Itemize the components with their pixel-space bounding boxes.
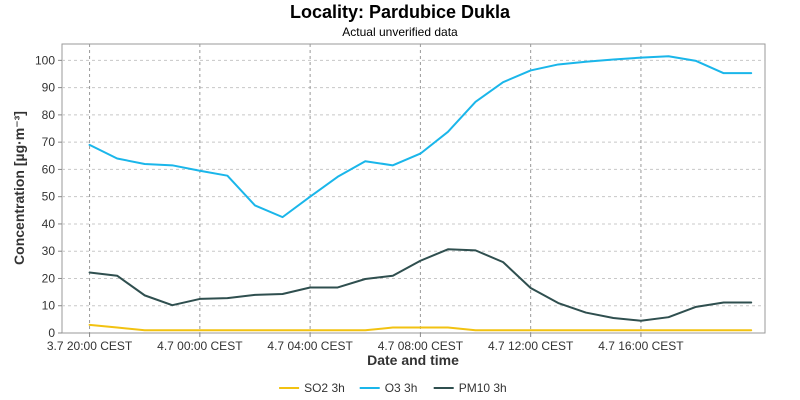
y-tick-label: 50 bbox=[42, 190, 56, 204]
y-axis-ticks: 0 10 20 30 40 50 60 70 80 90 100 bbox=[35, 53, 62, 340]
data-series bbox=[88, 55, 753, 332]
y-tick-label: 90 bbox=[42, 81, 56, 95]
legend-label-pm10-3h: PM10 3h bbox=[459, 381, 507, 395]
x-axis-label: Date and time bbox=[367, 352, 459, 368]
y-tick-label: 20 bbox=[42, 271, 56, 285]
x-axis-ticks: 3.7 20:00 CEST 4.7 00:00 CEST 4.7 04:00 CE… bbox=[47, 333, 684, 353]
x-tick-label: 4.7 04:00 CEST bbox=[267, 339, 353, 353]
plot-area bbox=[61, 43, 766, 334]
y-tick-label: 30 bbox=[42, 244, 56, 258]
y-tick-label: 10 bbox=[42, 299, 56, 313]
legend: SO2 3h O3 3h PM10 3h bbox=[279, 381, 507, 395]
x-tick-label: 4.7 08:00 CEST bbox=[378, 339, 464, 353]
series-line-pm10-3h bbox=[88, 248, 753, 322]
chart-title: Locality: Pardubice Dukla bbox=[290, 2, 511, 22]
legend-label-o3-3h: O3 3h bbox=[385, 381, 418, 395]
x-tick-label: 3.7 20:00 CEST bbox=[47, 339, 133, 353]
x-tick-label: 4.7 00:00 CEST bbox=[157, 339, 243, 353]
y-tick-label: 40 bbox=[42, 217, 56, 231]
x-tick-label: 4.7 12:00 CEST bbox=[488, 339, 574, 353]
legend-label-so2-3h: SO2 3h bbox=[304, 381, 345, 395]
y-tick-label: 60 bbox=[42, 162, 56, 176]
x-tick-label: 4.7 16:00 CEST bbox=[598, 339, 684, 353]
chart-subtitle: Actual unverified data bbox=[342, 25, 458, 39]
y-tick-label: 70 bbox=[42, 135, 56, 149]
grid-lines bbox=[62, 44, 765, 333]
y-tick-label: 100 bbox=[35, 53, 55, 67]
y-axis-label: Concentration [µg·m⁻³] bbox=[11, 111, 27, 265]
series-line-so2-3h bbox=[88, 323, 753, 332]
y-tick-label: 0 bbox=[48, 326, 55, 340]
series-line-o3-3h bbox=[88, 55, 753, 219]
y-tick-label: 80 bbox=[42, 108, 56, 122]
